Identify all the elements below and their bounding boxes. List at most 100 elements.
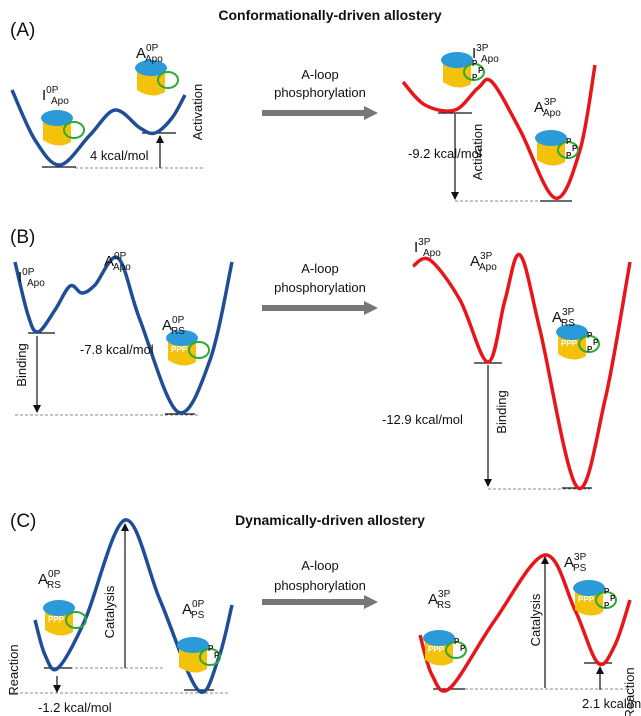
state-base: A	[104, 253, 114, 270]
icon-cap	[423, 630, 455, 646]
state-sub: PS	[573, 563, 587, 574]
step-label: Catalysis	[528, 593, 543, 646]
state-label: A3P Apo	[534, 97, 561, 119]
energy-curve	[13, 255, 234, 415]
energy-value: -9.2 kcal/mol	[408, 146, 482, 161]
protein-icon	[135, 60, 179, 96]
icon-cap	[135, 60, 167, 76]
arrow-label: phosphorylation	[274, 85, 366, 100]
icon-cap	[177, 637, 209, 653]
icon-loop	[463, 63, 485, 81]
state-label: I3P Apo	[414, 237, 441, 259]
state-label: A3P PS	[564, 552, 587, 574]
state-base: I	[414, 239, 418, 256]
protein-icon: PPP	[166, 330, 210, 366]
protein-icon	[41, 110, 85, 146]
energy-value: -12.9 kcal/mol	[382, 412, 463, 427]
energy-value: -1.2 kcal/mol	[38, 700, 112, 715]
phosphate-mark: P	[472, 73, 478, 82]
state-sub: Apo	[423, 248, 441, 259]
state-sub: PS	[191, 610, 205, 621]
step-label: Binding	[494, 390, 509, 433]
state-sup: 3P	[544, 97, 557, 108]
state-sup: 3P	[562, 307, 575, 318]
icon-loop	[445, 641, 467, 659]
energy-curve	[33, 518, 234, 694]
state-sub: Apo	[51, 96, 69, 107]
energy-value: 4 kcal/mol	[90, 148, 149, 163]
icon-cap	[535, 130, 567, 146]
state-sup: 0P	[172, 315, 185, 326]
panel-label: (A)	[10, 20, 35, 41]
state-label: A3P RS	[552, 307, 575, 329]
phosphate-mark: P	[610, 594, 616, 603]
nucleotide-mark: PPP	[48, 615, 65, 624]
nucleotide-mark: PPP	[171, 345, 188, 354]
arrow-label: A-loop	[301, 558, 339, 573]
state-sub: RS	[47, 580, 61, 591]
phosphate-mark: P	[572, 144, 578, 153]
state-base: I	[472, 45, 476, 62]
icon-cap	[556, 324, 588, 340]
icon-loop	[63, 121, 85, 139]
state-base: A	[552, 309, 562, 326]
state-sub: Apo	[113, 262, 131, 273]
state-label: I3P Apo	[472, 43, 499, 65]
state-base: A	[136, 45, 146, 62]
state-sub: Apo	[543, 108, 561, 119]
panel-title: Conformationally-driven allostery	[218, 7, 441, 23]
step-label: Activation	[470, 124, 485, 180]
state-sup: 3P	[574, 552, 587, 563]
phosphate-mark: P	[587, 345, 593, 354]
icon-loop	[188, 341, 210, 359]
nucleotide-mark: PPP	[428, 645, 445, 654]
icon-loop	[595, 591, 617, 609]
state-sub: RS	[561, 318, 575, 329]
state-base: A	[38, 571, 48, 588]
state-sub: Apo	[27, 278, 45, 289]
phosphate-mark: P	[460, 644, 466, 653]
arrow-label: phosphorylation	[274, 280, 366, 295]
panel-title: Dynamically-driven allostery	[235, 512, 425, 528]
state-base: A	[182, 601, 192, 618]
state-base: A	[564, 554, 574, 571]
step-label: Catalysis	[102, 585, 117, 638]
state-sub: RS	[437, 600, 451, 611]
phosphate-mark: P	[593, 338, 599, 347]
step-label: Reaction	[622, 667, 637, 716]
state-label: I0P Apo	[42, 85, 69, 107]
state-label: A3P Apo	[470, 251, 497, 273]
icon-cap	[43, 600, 75, 616]
icon-cap	[441, 52, 473, 68]
state-sup: 0P	[146, 43, 159, 54]
state-base: A	[428, 591, 438, 608]
state-label: A0P RS	[162, 315, 185, 337]
energy-curve	[418, 553, 632, 693]
icon-loop	[157, 71, 179, 89]
step-label: Binding	[14, 343, 29, 386]
phosphate-mark: P	[454, 637, 460, 646]
state-label: A3P RS	[428, 589, 451, 611]
state-sub: Apo	[479, 262, 497, 273]
phosphate-mark: P	[208, 644, 214, 653]
state-sup: 0P	[192, 599, 205, 610]
energy-curve	[10, 89, 187, 167]
energy-value: 2.1 kcal/mol	[582, 696, 641, 711]
phosphate-mark: P	[214, 651, 220, 660]
state-base: I	[18, 269, 22, 286]
icon-loop	[578, 335, 600, 353]
state-sup: 3P	[438, 589, 451, 600]
phosphate-mark: P	[587, 331, 593, 340]
state-sup: 3P	[418, 237, 431, 248]
phosphate-mark: P	[472, 59, 478, 68]
nucleotide-mark: PPP	[578, 595, 595, 604]
phosphate-mark: P	[478, 66, 484, 75]
icon-cap	[573, 580, 605, 596]
icon-loop	[65, 611, 87, 629]
panel-label: (C)	[10, 511, 36, 532]
step-label: Reaction	[6, 644, 21, 695]
arrow-label: A-loop	[301, 261, 339, 276]
protein-icon: PP	[177, 637, 221, 673]
